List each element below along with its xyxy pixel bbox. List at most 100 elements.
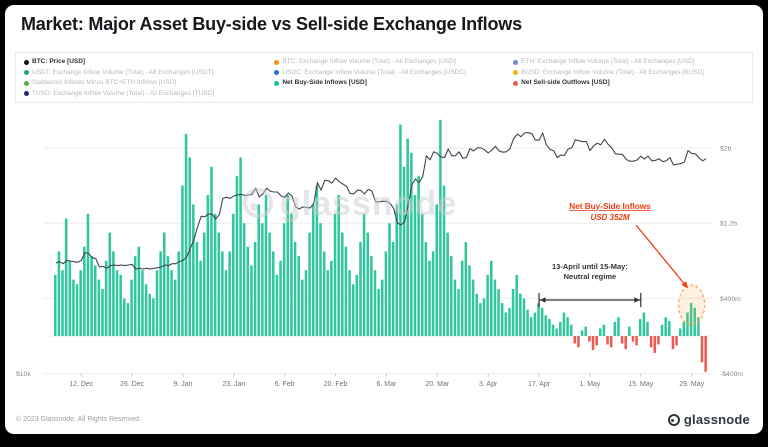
legend-item[interactable]: USDC: Exchange Inflow Volume (Total) - A… bbox=[274, 69, 505, 77]
net-inflow-bar bbox=[54, 274, 57, 336]
net-inflow-bar bbox=[152, 298, 155, 336]
legend-dot-icon bbox=[513, 59, 519, 65]
net-inflow-bar bbox=[617, 317, 620, 336]
net-inflow-bar bbox=[620, 336, 624, 344]
x-axis-tick-label: 9. Jan bbox=[173, 381, 192, 388]
net-inflow-bar bbox=[602, 324, 606, 336]
net-inflow-bar bbox=[638, 319, 642, 336]
net-inflow-bar bbox=[370, 256, 373, 336]
net-inflow-bar bbox=[64, 218, 68, 336]
net-inflow-bar bbox=[428, 260, 431, 336]
net-inflow-bar bbox=[504, 312, 508, 336]
price-line-layer bbox=[55, 132, 707, 270]
net-inflow-bar bbox=[599, 328, 602, 336]
legend-item[interactable]: Net Buy-Side Inflows [USD] bbox=[274, 79, 505, 87]
net-inflow-bar bbox=[624, 336, 627, 350]
net-inflow-bar bbox=[322, 251, 326, 336]
net-inflow-bar bbox=[108, 232, 112, 336]
net-inflow-bar bbox=[471, 279, 475, 336]
legend-item[interactable]: USDT: Exchange Inflow Volume (Total) - A… bbox=[24, 69, 266, 77]
net-inflow-bar bbox=[642, 312, 646, 336]
net-inflow-bar bbox=[75, 284, 79, 336]
net-inflow-bar bbox=[595, 336, 598, 346]
legend-label: BTC: Exchange Inflow Volume (Total) - Al… bbox=[282, 58, 456, 65]
net-inflow-bar bbox=[406, 138, 409, 336]
net-inflow-bar bbox=[148, 293, 151, 336]
net-inflow-bar bbox=[591, 336, 595, 351]
legend-item[interactable]: Net Sell-side Outflows [USD] bbox=[513, 79, 744, 87]
footer: © 2023 Glassnode. All Rights Reserved. g… bbox=[16, 412, 750, 427]
legend-item[interactable]: BTC: Exchange Inflow Volume (Total) - Al… bbox=[274, 58, 505, 66]
net-inflow-bar bbox=[657, 336, 660, 345]
watermark-text: glassnode bbox=[280, 185, 457, 223]
net-inflow-bar bbox=[424, 242, 428, 336]
arrow-left-icon bbox=[540, 297, 546, 303]
net-inflow-bar bbox=[497, 289, 500, 336]
glassnode-watermark-icon bbox=[243, 188, 273, 218]
x-axis-tick-label: 20. Feb bbox=[324, 381, 348, 388]
legend-item[interactable]: Stablecoin Inflows Minus BTC+ETH Inflows… bbox=[24, 79, 266, 87]
legend-label: Stablecoin Inflows Minus BTC+ETH Inflows… bbox=[32, 79, 177, 86]
legend-label: Net Buy-Side Inflows [USD] bbox=[282, 79, 367, 86]
net-inflow-bar bbox=[235, 176, 239, 336]
net-inflow-bar bbox=[268, 232, 271, 336]
net-inflow-bar bbox=[290, 213, 293, 336]
copyright-text: © 2023 Glassnode. All Rights Reserved. bbox=[16, 416, 142, 423]
glassnode-logo-icon bbox=[667, 413, 680, 426]
net-inflow-bar bbox=[202, 232, 206, 336]
net-inflow-bar bbox=[315, 185, 319, 336]
net-inflow-bar bbox=[519, 293, 522, 336]
glassnode-logo-text: glassnode bbox=[683, 412, 750, 427]
net-inflow-bar bbox=[311, 204, 315, 336]
x-axis-tick-label: 6. Feb bbox=[275, 381, 295, 388]
net-inflow-bar bbox=[450, 256, 453, 336]
net-inflow-bar bbox=[700, 336, 704, 363]
legend-dot-icon bbox=[24, 70, 29, 75]
net-inflow-bar bbox=[250, 265, 253, 336]
legend-item[interactable]: TUSD: Exchange Inflow Volume (Total) - A… bbox=[24, 90, 266, 98]
net-inflow-bar bbox=[526, 309, 529, 336]
net-inflow-bar bbox=[490, 260, 493, 336]
glassnode-watermark: glassnode bbox=[243, 185, 457, 223]
net-inflow-bar bbox=[86, 213, 90, 336]
net-inflow-bar bbox=[61, 270, 64, 336]
net-inflow-bar bbox=[72, 279, 75, 336]
net-inflow-bar bbox=[355, 274, 359, 336]
net-inflow-bar bbox=[551, 324, 555, 336]
net-inflow-bar bbox=[548, 319, 551, 336]
net-inflow-bar bbox=[57, 251, 61, 336]
net-inflow-bar bbox=[101, 289, 104, 336]
net-inflow-bar bbox=[584, 326, 587, 336]
glassnode-watermark-dot bbox=[250, 203, 258, 211]
net-inflow-bar bbox=[693, 307, 696, 336]
net-inflow-bar bbox=[689, 302, 693, 336]
net-inflow-bar bbox=[104, 260, 108, 336]
legend-label: Net Sell-side Outflows [USD] bbox=[521, 79, 610, 86]
legend-item[interactable]: BTC: Price [USD] bbox=[24, 58, 266, 66]
net-inflow-bar bbox=[649, 336, 653, 348]
chart-svg[interactable]: $2b $1.2b $400m -$400m glassnode $10k 12. D… bbox=[6, 103, 762, 395]
x-axis-tick-label: 12. Dec bbox=[69, 381, 94, 388]
annotations-layer: 13-April until 15-May: Neutral regime Ne… bbox=[538, 202, 706, 326]
btc-price-line bbox=[55, 132, 707, 270]
net-inflow-bar bbox=[500, 303, 504, 336]
net-inflow-bar bbox=[522, 298, 526, 336]
net-inflow-bar bbox=[671, 336, 675, 350]
net-inflow-bar bbox=[341, 232, 344, 336]
net-inflow-bar bbox=[119, 274, 122, 336]
net-inflow-bar bbox=[653, 336, 657, 353]
legend-item[interactable]: BUSD: Exchange Inflow Volume (Total) - A… bbox=[513, 69, 744, 77]
net-inflow-bar bbox=[417, 176, 420, 336]
net-inflow-bar bbox=[580, 330, 584, 336]
net-inflow-bar bbox=[286, 195, 290, 336]
net-inflow-bar bbox=[566, 317, 569, 336]
net-inflow-bar bbox=[569, 324, 573, 336]
legend-label: USDC: Exchange Inflow Volume (Total) - A… bbox=[282, 68, 466, 76]
net-inflow-bar bbox=[330, 260, 333, 336]
net-inflow-bar bbox=[373, 270, 377, 336]
legend-dot-icon bbox=[274, 59, 280, 65]
net-inflow-bar bbox=[213, 213, 217, 336]
legend-item[interactable]: ETH: Exchange Inflow Volume (Total) - Al… bbox=[513, 58, 744, 66]
net-inflow-bar bbox=[577, 336, 580, 348]
x-axis-tick-label: 26. Dec bbox=[120, 381, 145, 388]
